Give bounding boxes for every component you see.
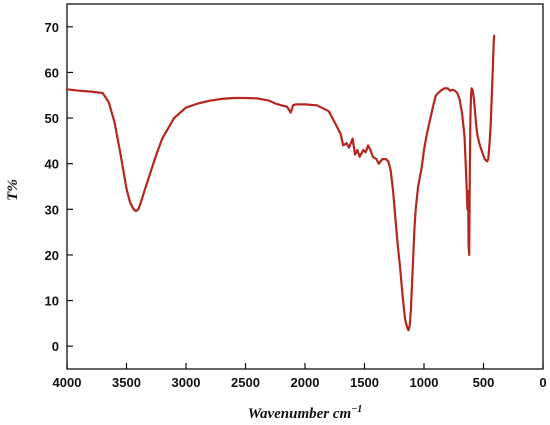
y-tick-label: 0 (52, 339, 59, 354)
y-tick-label: 10 (45, 294, 59, 309)
x-tick-label: 2000 (291, 375, 320, 390)
x-tick-label: 1000 (410, 375, 439, 390)
x-tick-label: 2500 (231, 375, 260, 390)
x-axis-title-superscript: −1 (351, 404, 362, 415)
x-tick-label: 500 (473, 375, 495, 390)
y-tick-label: 30 (45, 202, 59, 217)
y-tick-label: 50 (45, 111, 59, 126)
y-tick-label: 60 (45, 65, 59, 80)
y-tick-label: 40 (45, 157, 59, 172)
y-tick-label: 20 (45, 248, 59, 263)
x-tick-label: 1500 (350, 375, 379, 390)
transmittance-line (65, 34, 496, 332)
y-axis-ticks: 0 10 20 30 40 50 60 70 (45, 20, 73, 354)
x-axis-ticks: 4000 3500 3000 2500 2000 1500 1000 500 0 (53, 363, 547, 390)
plot-frame (66, 3, 544, 370)
x-axis-title: Wavenumber cm−1 (248, 404, 363, 422)
x-tick-label: 4000 (53, 375, 82, 390)
x-tick-label: 0 (539, 375, 546, 390)
y-tick-label: 70 (45, 20, 59, 35)
y-axis-title: T% (5, 179, 21, 201)
x-tick-label: 3000 (172, 375, 201, 390)
x-tick-label: 3500 (112, 375, 141, 390)
